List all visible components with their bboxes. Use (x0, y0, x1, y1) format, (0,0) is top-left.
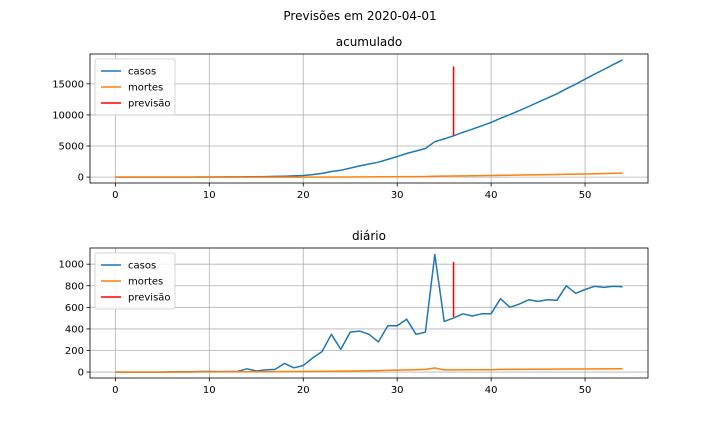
series-line-casos (115, 59, 623, 178)
axes-frame (89, 53, 649, 184)
x-tick-label: 10 (203, 385, 216, 396)
legend: casos mortes previsão (94, 252, 176, 310)
y-tick-label: 1000 (59, 260, 84, 271)
x-tick-label: 20 (297, 190, 310, 201)
legend: casos mortes previsão (94, 58, 176, 116)
y-tick-label: 400 (65, 324, 84, 335)
y-tick-label: 0 (78, 368, 84, 379)
series-line-mortes (115, 367, 623, 373)
legend-label: previsão (128, 99, 171, 110)
y-tick-label: 10000 (52, 110, 84, 121)
x-tick-label: 40 (485, 190, 498, 201)
legend-box (94, 58, 176, 116)
series-line-casos (115, 253, 623, 373)
x-tick-label: 30 (391, 385, 404, 396)
x-tick-label: 50 (579, 190, 592, 201)
y-tick-label: 0 (78, 173, 84, 184)
legend-box (94, 252, 176, 310)
chart-title: diário (352, 229, 386, 243)
x-tick-label: 10 (203, 190, 216, 201)
chart-2: diário 0 10 20 30 40 50 0 200 400 600 800 1000 casos m… (59, 229, 649, 396)
x-tick-label: 0 (112, 190, 118, 201)
x-tick-label: 50 (579, 385, 592, 396)
chart-title: acumulado (336, 35, 403, 49)
y-tick-label: 600 (65, 303, 84, 314)
y-tick-label: 200 (65, 346, 84, 357)
legend-label: mortes (128, 277, 163, 288)
figure-title: Previsões em 2020-04-01 (283, 9, 436, 23)
x-tick-label: 0 (112, 385, 118, 396)
legend-label: casos (128, 67, 156, 78)
chart-1: acumulado 0 10 20 30 40 50 0 5000 10000 15000 casos… (52, 35, 649, 201)
y-tick-label: 15000 (52, 79, 84, 90)
legend-label: casos (128, 261, 156, 272)
y-tick-label: 5000 (59, 142, 84, 153)
x-tick-label: 20 (297, 385, 310, 396)
y-tick-label: 800 (65, 281, 84, 292)
legend-label: previsão (128, 293, 171, 304)
legend-label: mortes (128, 83, 163, 94)
axes-frame (89, 247, 649, 379)
x-tick-label: 30 (391, 190, 404, 201)
x-tick-label: 40 (485, 385, 498, 396)
series-line-mortes (115, 172, 623, 178)
